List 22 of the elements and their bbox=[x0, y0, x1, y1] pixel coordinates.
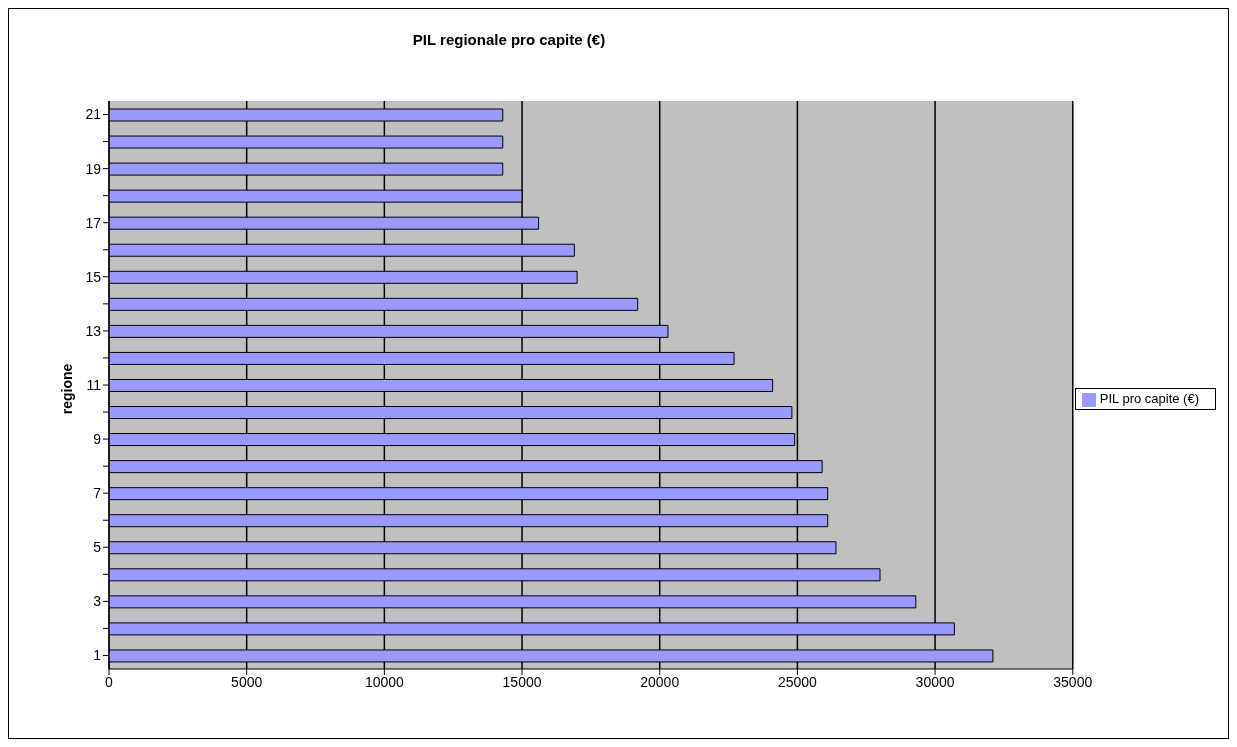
y-tick-label: 7 bbox=[93, 485, 102, 502]
x-tick-label: 20000 bbox=[640, 673, 680, 690]
x-tick-label: 15000 bbox=[502, 673, 542, 690]
y-tick-label: 5 bbox=[93, 539, 102, 556]
y-tick-label: 3 bbox=[93, 593, 102, 610]
x-tick-label: 0 bbox=[105, 673, 114, 690]
chart-title: PIL regionale pro capite (€) bbox=[411, 31, 607, 48]
y-tick-label: 1 bbox=[93, 647, 102, 664]
x-tick-label: 10000 bbox=[364, 673, 405, 690]
y-axis-title: regione bbox=[59, 363, 75, 415]
x-tick-label: 25000 bbox=[777, 673, 818, 690]
x-tick-label: 30000 bbox=[915, 673, 955, 690]
y-tick-label: 9 bbox=[93, 431, 102, 448]
y-tick-label: 21 bbox=[85, 106, 102, 123]
y-tick-label: 19 bbox=[85, 160, 102, 177]
x-tick-label: 5000 bbox=[231, 673, 263, 690]
y-tick-label: 15 bbox=[85, 268, 102, 285]
y-tick-label: 13 bbox=[85, 322, 102, 339]
y-tick-label: 17 bbox=[85, 214, 102, 231]
legend-label: PIL pro capite (€) bbox=[1099, 391, 1199, 407]
x-tick-label: 35000 bbox=[1053, 673, 1093, 690]
y-tick-label: 11 bbox=[86, 376, 102, 393]
